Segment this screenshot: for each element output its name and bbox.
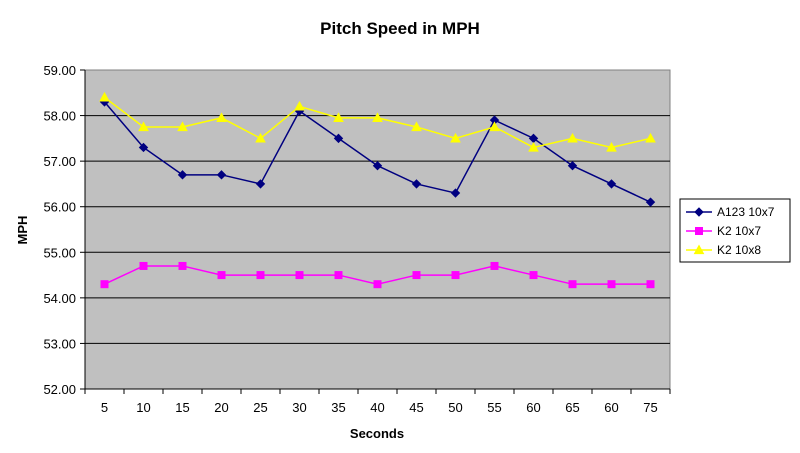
data-point	[567, 160, 578, 171]
x-tick-label: 45	[409, 400, 423, 415]
x-tick-label: 55	[487, 400, 501, 415]
data-point	[606, 179, 617, 189]
data-point	[255, 179, 266, 189]
x-tick-label: 15	[175, 400, 189, 415]
legend-swatch-marker	[695, 227, 703, 235]
data-point	[255, 132, 266, 143]
x-tick-label: 65	[565, 400, 579, 415]
axes: 52.00 53.00 54.00 55.00 56.00 57.00 58.00 59.00…	[43, 63, 671, 415]
y-tick-label: 53.00	[43, 336, 76, 351]
data-point	[411, 121, 422, 132]
series-3	[99, 91, 656, 152]
data-point	[334, 271, 343, 280]
legend: A123 10x7 K2 10x7 K2 10x8	[679, 198, 791, 263]
data-point	[178, 261, 187, 270]
y-axis-label: MPH	[15, 216, 30, 245]
chart-title: Pitch Speed in MPH	[320, 19, 480, 38]
legend-label: K2 10x8	[717, 243, 761, 257]
data-point	[139, 261, 148, 270]
data-point	[568, 280, 577, 289]
data-point	[529, 271, 538, 280]
x-tick-label: 40	[370, 400, 384, 415]
data-point	[411, 179, 422, 189]
data-point	[333, 133, 344, 144]
data-point	[100, 280, 109, 289]
data-point	[412, 271, 421, 280]
x-tick-label: 20	[214, 400, 228, 415]
data-point	[450, 188, 461, 198]
legend-entry: K2 10x8	[686, 243, 761, 257]
data-point	[294, 100, 305, 111]
y-tick-label: 58.00	[43, 109, 76, 124]
data-point	[489, 121, 500, 132]
x-tick-label: 10	[136, 400, 150, 415]
data-point	[138, 121, 149, 132]
x-tick-label: 60	[526, 400, 540, 415]
data-point	[295, 271, 304, 280]
legend-entry: K2 10x7	[686, 224, 761, 238]
data-point	[177, 170, 188, 180]
y-tick-label: 56.00	[43, 200, 76, 215]
data-point	[606, 141, 617, 152]
y-tick-label: 57.00	[43, 154, 76, 169]
data-point	[256, 271, 265, 280]
data-point	[177, 121, 188, 132]
series-2	[100, 261, 655, 289]
legend-label: A123 10x7	[717, 205, 775, 219]
data-point	[528, 141, 539, 152]
data-point	[645, 132, 656, 143]
data-point	[217, 271, 226, 280]
x-tick-label: 60	[604, 400, 618, 415]
data-point	[373, 280, 382, 289]
data-point	[372, 160, 383, 171]
data-point	[372, 112, 383, 122]
legend-swatch-marker	[694, 207, 704, 217]
data-point	[451, 271, 460, 280]
data-point	[646, 280, 655, 289]
x-tick-label: 25	[253, 400, 267, 415]
x-tick-label: 50	[448, 400, 462, 415]
series-lines	[99, 91, 656, 289]
x-tick-label: 30	[292, 400, 306, 415]
data-point	[645, 197, 656, 207]
legend-swatch-marker	[693, 244, 705, 255]
y-tick-label: 55.00	[43, 245, 76, 260]
data-point	[99, 91, 110, 102]
x-tick-label: 35	[331, 400, 345, 415]
data-point	[216, 170, 227, 180]
x-tick-label: 5	[101, 400, 108, 415]
data-point	[333, 112, 344, 122]
data-point	[450, 132, 461, 143]
y-tick-label: 59.00	[43, 63, 76, 78]
x-tick-label: 75	[643, 400, 657, 415]
data-point	[138, 142, 149, 153]
legend-entry: A123 10x7	[686, 205, 775, 219]
data-point	[567, 132, 578, 143]
legend-label: K2 10x7	[717, 224, 761, 238]
data-point	[607, 280, 616, 289]
data-point	[490, 261, 499, 270]
data-point	[216, 112, 227, 122]
x-axis-label: Seconds	[350, 426, 404, 441]
y-tick-label: 54.00	[43, 291, 76, 306]
y-tick-label: 52.00	[43, 382, 76, 397]
